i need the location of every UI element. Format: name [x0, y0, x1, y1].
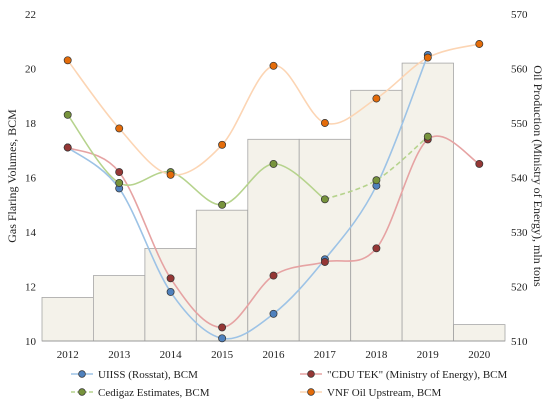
legend-marker-1: [307, 370, 315, 378]
left-axis-ticks: 10 12 14 16 18 20 22: [25, 9, 37, 348]
series-1-point-2013: [115, 168, 124, 177]
points-group: [63, 40, 484, 343]
series-3-point-2013: [115, 124, 124, 133]
series-3-point-2014: [166, 170, 175, 179]
y-right-tick-label: 550: [511, 118, 528, 130]
legend-marker-2: [78, 388, 86, 396]
series-1-point-2020: [475, 159, 484, 168]
series-3-point-2019: [423, 53, 432, 62]
bar-2016: [247, 138, 300, 342]
series-2-point-2013: [115, 178, 124, 187]
x-tick-label: 2013: [108, 349, 131, 361]
y-right-tick-label: 560: [511, 64, 528, 76]
series-1-point-2012: [63, 143, 72, 152]
bar-2017: [298, 138, 352, 342]
bar-2020: [453, 324, 506, 342]
series-3-point-2016: [269, 61, 278, 70]
y-left-tick-label: 16: [25, 173, 37, 185]
x-axis-ticks: 2012 2013 2014 2015 2016 2017 2018 2019 2020: [57, 349, 491, 361]
x-tick-label: 2014: [160, 349, 183, 361]
y-right-tick-label: 570: [511, 9, 528, 21]
series-2-point-2017: [320, 195, 329, 204]
series-1-point-2014: [166, 274, 175, 283]
series-3-point-2018: [372, 94, 381, 103]
y-left-axis-title: Gas Flaring Volumes, BCM: [5, 109, 19, 243]
legend-label-0: UIISS (Rosstat), BCM: [98, 369, 198, 381]
series-3-point-2015: [218, 140, 227, 149]
series-3-point-2020: [475, 40, 484, 48]
y-left-tick-label: 18: [25, 118, 37, 130]
series-2-point-2015: [218, 200, 227, 209]
bars-group: [41, 62, 506, 342]
x-tick-label: 2019: [417, 349, 440, 361]
y-left-tick-label: 12: [25, 282, 36, 294]
x-tick-label: 2020: [468, 349, 491, 361]
series-3-point-2017: [320, 119, 329, 127]
series-3-point-2012: [63, 56, 72, 65]
legend-marker-3: [307, 388, 315, 396]
legend-marker-0: [78, 370, 86, 378]
y-left-tick-label: 14: [25, 227, 37, 239]
bar-2013: [93, 275, 146, 342]
series-2-point-2012: [63, 110, 72, 119]
x-tick-label: 2016: [263, 349, 286, 361]
y-right-axis-title: Oil Production (Ministry of Energy), mln…: [531, 65, 545, 287]
series-1-point-2018: [372, 244, 381, 253]
y-right-tick-label: 510: [511, 336, 528, 348]
y-right-tick-label: 520: [511, 282, 528, 294]
series-line-2-dashed: [324, 135, 429, 201]
series-1-point-2017: [320, 258, 329, 266]
series-2-point-2018: [372, 176, 381, 185]
right-axis-ticks: 510 520 530 540 550 560 570: [511, 9, 528, 348]
bar-2015: [195, 209, 249, 342]
legend-label-3: VNF Oil Upstream, BCM: [327, 387, 442, 399]
legend-label-1: "CDU TEK" (Ministry of Energy), BCM: [327, 369, 508, 381]
legend-label-2: Cedigaz Estimates, BCM: [98, 387, 210, 399]
series-0-point-2014: [166, 287, 175, 296]
series-0-point-2016: [269, 309, 278, 318]
series-line-2: [67, 114, 326, 206]
x-tick-label: 2012: [57, 349, 79, 361]
y-left-tick-label: 20: [25, 64, 37, 76]
series-2-point-2016: [269, 159, 278, 168]
x-tick-label: 2018: [365, 349, 388, 361]
y-right-tick-label: 530: [511, 227, 528, 239]
series-1-point-2015: [218, 323, 227, 332]
y-left-tick-label: 22: [25, 9, 36, 21]
series-0-point-2015: [218, 334, 227, 343]
x-tick-label: 2017: [314, 349, 337, 361]
bar-2012: [41, 296, 94, 342]
x-tick-label: 2015: [211, 349, 234, 361]
y-right-tick-label: 540: [511, 173, 528, 185]
series-2-point-2019: [423, 132, 432, 141]
legend: UIISS (Rosstat), BCM "CDU TEK" (Ministry …: [71, 369, 508, 399]
series-1-point-2016: [269, 271, 278, 280]
bar-2019: [401, 62, 454, 342]
y-left-tick-label: 10: [25, 336, 37, 348]
